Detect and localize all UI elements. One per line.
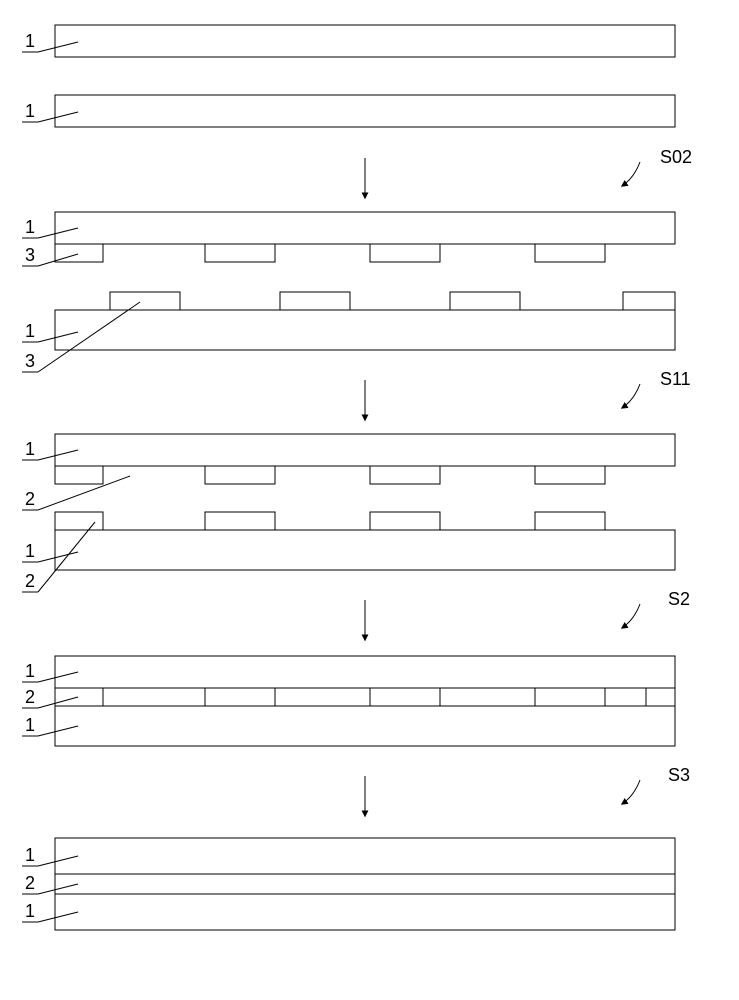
- leader-s3a-1-line: [38, 450, 78, 460]
- stage2b-slab: [55, 310, 675, 350]
- leader-s3a-2-label: 2: [25, 489, 35, 509]
- stage2a-tab-2: [370, 244, 440, 262]
- leader-s2b-3-label: 3: [25, 351, 35, 371]
- leader-s5-1top-line: [38, 856, 78, 866]
- stage2a-tab-0: [55, 244, 103, 262]
- stage4-midseg-4: [646, 688, 675, 706]
- leader-s1b-1-label: 1: [25, 101, 35, 121]
- stage1-slab-a: [55, 25, 675, 57]
- step-s02-hook: [622, 162, 640, 186]
- stage2a-tab-1: [205, 244, 275, 262]
- leader-s5-2-line: [38, 884, 78, 894]
- leader-s4-1bot-label: 1: [25, 715, 35, 735]
- stage2a-tab-3: [535, 244, 605, 262]
- step-s2-hook: [622, 604, 640, 628]
- leader-s1a-1-line: [38, 42, 78, 52]
- leader-s3b-1-label: 1: [25, 541, 35, 561]
- leader-s2a-3-line: [38, 254, 78, 266]
- leader-s5-1bot-line: [38, 912, 78, 922]
- stage3b-tab-0: [55, 512, 103, 530]
- leader-s3b-2-label: 2: [25, 571, 35, 591]
- stage3a-slab: [55, 434, 675, 466]
- stage2b-tab-3: [623, 292, 675, 310]
- leader-s2b-1-line: [38, 332, 78, 342]
- leader-s2b-3-line: [38, 302, 140, 372]
- leader-s4-2-label: 2: [25, 687, 35, 707]
- stage3a-tab-2: [370, 466, 440, 484]
- stage3b-slab: [55, 530, 675, 570]
- stage5-layer-top: [55, 838, 675, 874]
- leader-s3a-1-label: 1: [25, 439, 35, 459]
- stage4-midseg-1: [205, 688, 275, 706]
- stage3a-tab-3: [535, 466, 605, 484]
- leader-s4-1top-label: 1: [25, 661, 35, 681]
- stage2b-tab-1: [280, 292, 350, 310]
- leader-s5-1top-label: 1: [25, 845, 35, 865]
- leader-s3a-2-line: [38, 476, 130, 510]
- stage4-midseg-3: [535, 688, 605, 706]
- stage4-midseg-0: [55, 688, 103, 706]
- stage3b-tab-1: [205, 512, 275, 530]
- leader-s1a-1-label: 1: [25, 31, 35, 51]
- stage4-slab-bot: [55, 706, 675, 746]
- leader-s4-1top-line: [38, 672, 78, 682]
- stage2a-slab: [55, 212, 675, 244]
- step-s3-label: S3: [668, 765, 690, 785]
- stage5-layer-mid: [55, 874, 675, 894]
- leader-s3b-2-line: [38, 522, 95, 592]
- leader-s2a-1-label: 1: [25, 217, 35, 237]
- stage2b-tab-0: [110, 292, 180, 310]
- leader-s3b-1-line: [38, 552, 78, 562]
- leader-s1b-1-line: [38, 112, 78, 122]
- step-s02-label: S02: [660, 147, 692, 167]
- leader-s2a-1-line: [38, 228, 78, 238]
- leader-s2b-1-label: 1: [25, 321, 35, 341]
- step-s3-hook: [622, 780, 640, 804]
- stage3b-tab-2: [370, 512, 440, 530]
- step-s11-label: S11: [660, 369, 691, 389]
- step-s2-label: S2: [668, 589, 690, 609]
- leader-s2a-3-label: 3: [25, 245, 35, 265]
- leader-s5-1bot-label: 1: [25, 901, 35, 921]
- leader-s4-1bot-line: [38, 726, 78, 736]
- stage4-midseg-2: [370, 688, 440, 706]
- stage3a-tab-1: [205, 466, 275, 484]
- leader-s5-2-label: 2: [25, 873, 35, 893]
- stage1-slab-b: [55, 95, 675, 127]
- stage2b-tab-2: [450, 292, 520, 310]
- step-s11-hook: [622, 384, 640, 408]
- stage3b-tab-3: [535, 512, 605, 530]
- stage3a-tab-0: [55, 466, 103, 484]
- stage5-layer-bot: [55, 894, 675, 930]
- stage4-slab-top: [55, 656, 675, 688]
- process-diagram: 1 1 S02 1 3 1 3 S11 1 2 1 2 S2 1 2 1 S3 1 2 1: [0, 0, 739, 1000]
